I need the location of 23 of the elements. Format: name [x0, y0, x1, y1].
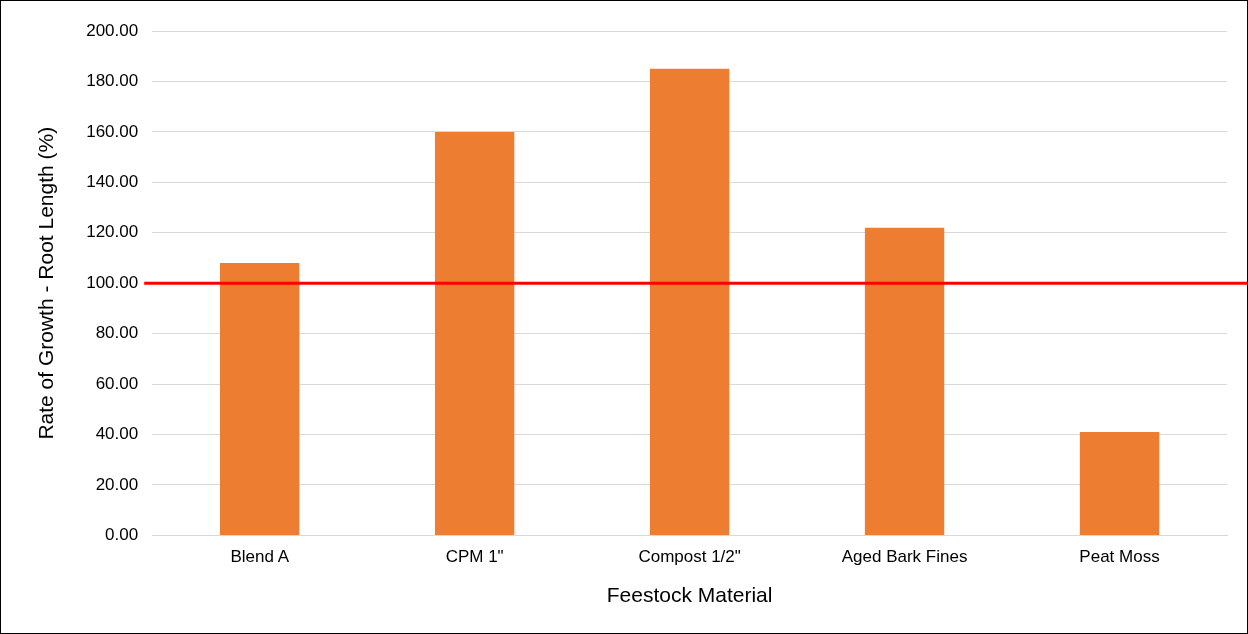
x-tick-label: Aged Bark Fines — [841, 547, 968, 567]
y-tick-label: 160.00 — [86, 121, 139, 141]
y-tick-label: 180.00 — [86, 71, 139, 91]
bar — [220, 263, 300, 535]
x-tick-label: Compost 1/2" — [638, 547, 741, 567]
y-tick-label: 140.00 — [86, 172, 139, 192]
bar — [864, 227, 945, 535]
x-tick-label: CPM 1" — [445, 547, 504, 567]
y-tick-label: 80.00 — [95, 323, 139, 343]
y-tick-label: 60.00 — [95, 373, 139, 393]
x-tick-label: Peat Moss — [1079, 547, 1160, 567]
bar — [434, 131, 515, 535]
y-axis-title: Rate of Growth - Root Length (%) — [34, 126, 58, 440]
x-tick-label: Blend A — [230, 547, 290, 567]
bar — [1079, 432, 1160, 535]
y-tick-label: 120.00 — [86, 222, 139, 242]
y-tick-label: 40.00 — [95, 424, 139, 444]
y-tick-label: 100.00 — [86, 272, 139, 292]
y-tick-label: 20.00 — [95, 474, 139, 494]
y-tick-label: 200.00 — [86, 20, 139, 40]
bar — [649, 68, 730, 535]
x-axis-title: Feestock Material — [606, 583, 773, 607]
y-tick-label: 0.00 — [105, 525, 139, 545]
